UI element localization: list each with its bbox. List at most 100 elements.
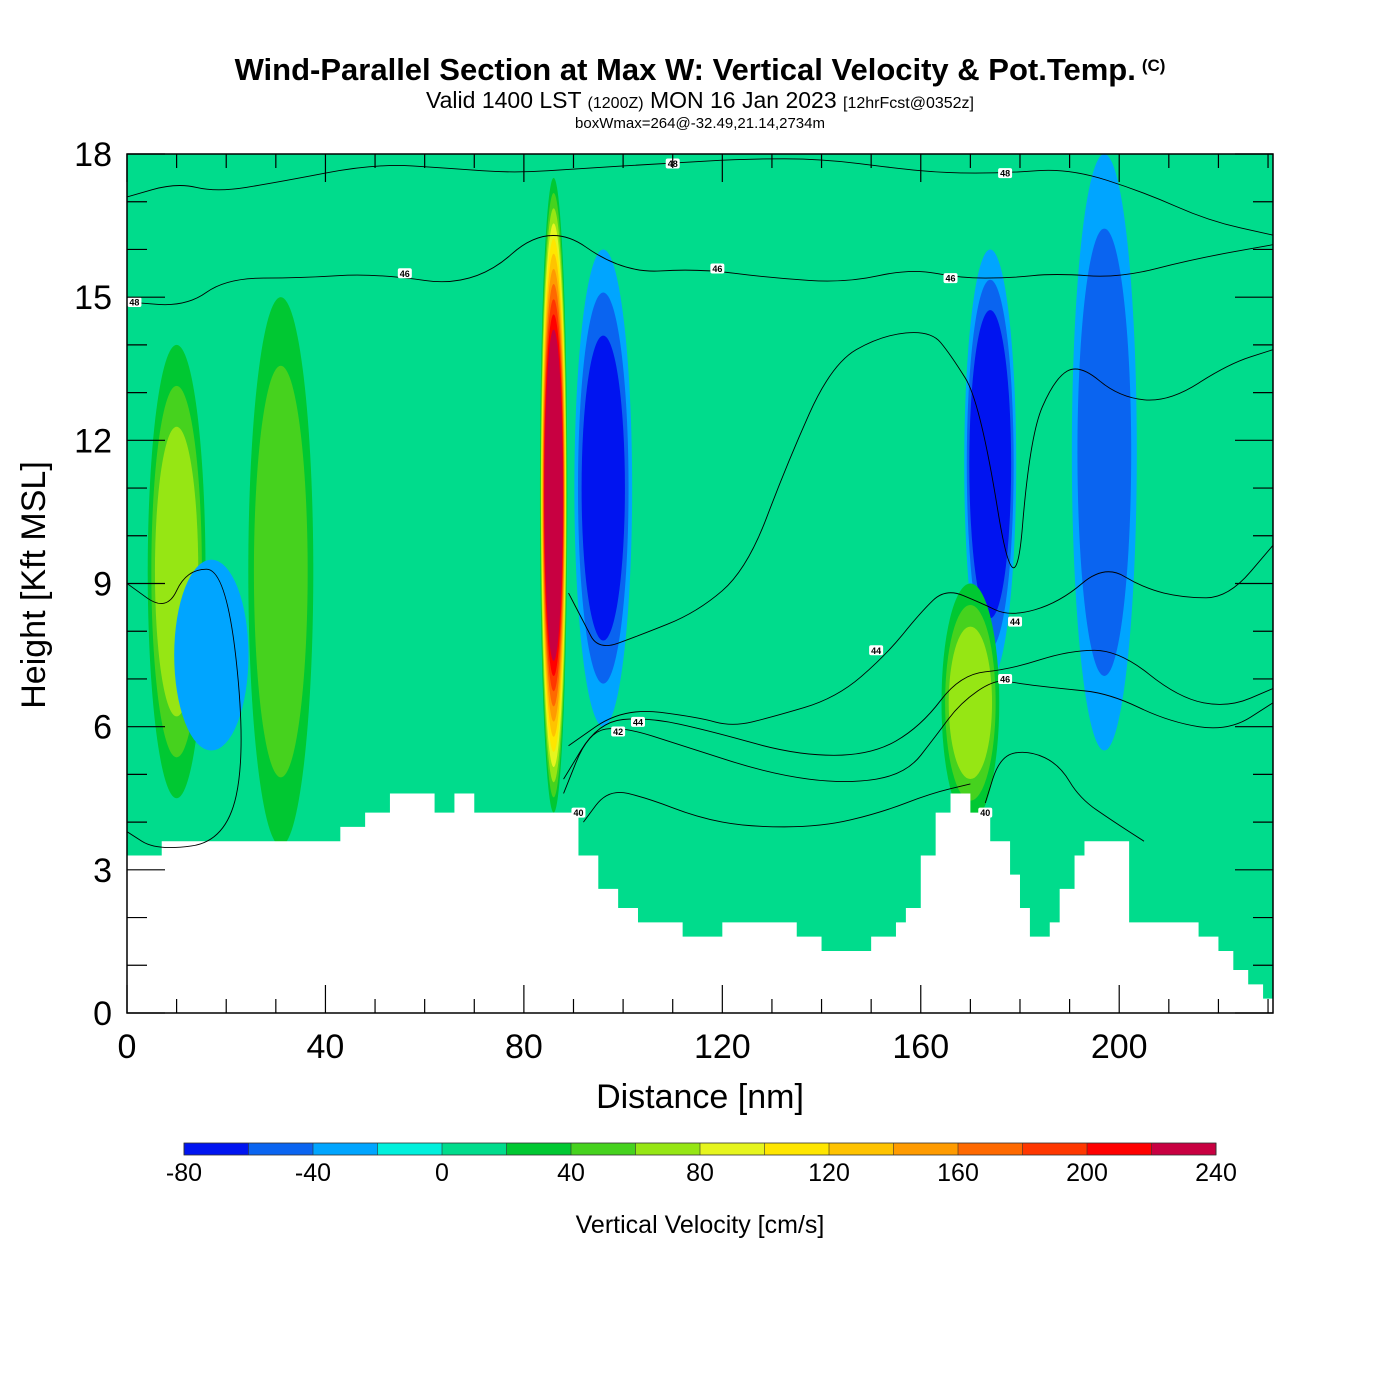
colorbar-swatch bbox=[958, 1143, 1023, 1155]
colorbar-swatch bbox=[377, 1143, 443, 1155]
contour-label-text: 40 bbox=[980, 808, 990, 818]
valid-utc: (1200Z) bbox=[587, 95, 644, 112]
velocity-region bbox=[545, 359, 562, 631]
contour-label-text: 46 bbox=[400, 269, 410, 279]
colorbar-tick-label: 40 bbox=[557, 1159, 585, 1187]
colorbar-tick-label: 160 bbox=[937, 1159, 979, 1187]
y-tick-label: 3 bbox=[93, 852, 112, 890]
contour-label-box bbox=[611, 726, 626, 737]
colorbar-swatch bbox=[635, 1143, 701, 1155]
colorbar-swatch bbox=[893, 1143, 959, 1155]
theta-contour bbox=[127, 235, 1273, 306]
x-axis-label: Distance [nm] bbox=[596, 1078, 804, 1116]
contour-label: 48 bbox=[998, 168, 1013, 179]
contour-label: 44 bbox=[869, 645, 884, 656]
copyright-mark: (C) bbox=[1141, 56, 1166, 75]
contour-label-box bbox=[998, 673, 1013, 684]
y-tick-label: 15 bbox=[74, 279, 112, 317]
contour-label-text: 46 bbox=[712, 264, 722, 274]
contour-label-box bbox=[571, 807, 586, 818]
contour-label-box bbox=[943, 273, 958, 284]
x-tick-label: 200 bbox=[1091, 1028, 1148, 1066]
terrain bbox=[127, 793, 1273, 1013]
colorbar-swatch bbox=[184, 1143, 249, 1155]
contour-label-box bbox=[978, 807, 993, 818]
contour-label-text: 44 bbox=[633, 717, 643, 727]
colorbar-swatch bbox=[1087, 1143, 1152, 1155]
y-tick-label: 0 bbox=[93, 995, 112, 1033]
colorbar-swatch bbox=[506, 1143, 572, 1155]
contour-label: 46 bbox=[397, 268, 412, 279]
colorbar-swatch bbox=[829, 1143, 894, 1155]
velocity-region bbox=[948, 626, 993, 780]
contour-label-box bbox=[869, 645, 884, 656]
colorbar-tick-label: -40 bbox=[295, 1159, 331, 1187]
contour-label-box bbox=[998, 168, 1013, 179]
colorbar-swatch bbox=[764, 1143, 830, 1155]
contour-label-box bbox=[397, 268, 412, 279]
colorbar-swatch bbox=[248, 1143, 314, 1155]
chart-title-line: Wind-Parallel Section at Max W: Vertical… bbox=[0, 48, 1400, 88]
contour-label: 40 bbox=[978, 807, 993, 818]
contour-label: 44 bbox=[630, 716, 645, 727]
x-tick-label: 80 bbox=[505, 1028, 543, 1066]
valid-prefix: Valid 1400 LST bbox=[426, 87, 582, 113]
contour-label: 46 bbox=[943, 273, 958, 284]
theta-contour bbox=[568, 545, 1273, 747]
velocity-region bbox=[174, 559, 249, 751]
y-tick-label: 18 bbox=[74, 136, 112, 174]
contour-label: 44 bbox=[1008, 616, 1023, 627]
theta-contour bbox=[127, 568, 242, 848]
contour-label-text: 40 bbox=[573, 808, 583, 818]
contour-label: 42 bbox=[611, 726, 626, 737]
colorbar-swatch bbox=[1151, 1143, 1217, 1155]
velocity-region bbox=[253, 365, 308, 778]
forecast-info: [12hrFcst@0352z] bbox=[843, 95, 974, 112]
theta-contour bbox=[583, 783, 971, 828]
contour-label-text: 44 bbox=[871, 646, 881, 656]
y-tick-label: 6 bbox=[93, 709, 112, 747]
colorbar-swatch bbox=[700, 1143, 765, 1155]
contour-label-text: 44 bbox=[1010, 617, 1020, 627]
colorbar-swatch bbox=[313, 1143, 378, 1155]
colorbar-tick-label: 200 bbox=[1066, 1159, 1108, 1187]
y-axis-label: Height [Kft MSL] bbox=[15, 461, 53, 709]
colorbar-swatch bbox=[571, 1143, 636, 1155]
colorbar-tick-label: 240 bbox=[1195, 1159, 1237, 1187]
valid-date: MON 16 Jan 2023 bbox=[649, 87, 837, 113]
colorbar-tick-label: 120 bbox=[808, 1159, 850, 1187]
colorbar-swatch bbox=[442, 1143, 507, 1155]
contour-label-text: 42 bbox=[613, 727, 623, 737]
x-tick-label: 0 bbox=[118, 1028, 137, 1066]
theta-contour bbox=[568, 332, 1273, 646]
y-tick-label: 12 bbox=[74, 422, 112, 460]
title-block: Wind-Parallel Section at Max W: Vertical… bbox=[0, 48, 1400, 131]
theta-contour bbox=[127, 158, 1273, 236]
theta-contour bbox=[563, 680, 1273, 794]
colorbar-tick-label: 0 bbox=[435, 1159, 449, 1187]
contour-label-box bbox=[710, 263, 725, 274]
theta-contour bbox=[984, 751, 1145, 842]
valid-time-line: Valid 1400 LST (1200Z) MON 16 Jan 2023 [… bbox=[0, 88, 1400, 116]
box-wmax: boxWmax=264@-32.49,21.14,2734m bbox=[575, 115, 825, 132]
x-tick-label: 160 bbox=[892, 1028, 949, 1066]
y-tick-label: 9 bbox=[93, 566, 112, 604]
colorbar-tick-label: -80 bbox=[166, 1159, 202, 1187]
velocity-region bbox=[971, 340, 1009, 588]
colorbar-tick-label: 80 bbox=[686, 1159, 714, 1187]
velocity-region bbox=[581, 335, 625, 641]
colorbar-swatch bbox=[1022, 1143, 1088, 1155]
contour-label: 46 bbox=[998, 673, 1013, 684]
contour-label-box bbox=[630, 716, 645, 727]
contour-label-box bbox=[127, 296, 142, 307]
contour-label-text: 48 bbox=[129, 297, 139, 307]
x-tick-label: 40 bbox=[307, 1028, 345, 1066]
contour-label: 48 bbox=[127, 296, 142, 307]
contour-label-box bbox=[1008, 616, 1023, 627]
contour-label: 40 bbox=[571, 807, 586, 818]
chart-title: Wind-Parallel Section at Max W: Vertical… bbox=[234, 52, 1136, 87]
contour-label: 46 bbox=[710, 263, 725, 274]
contour-label-text: 46 bbox=[946, 274, 956, 284]
contour-label-text: 48 bbox=[1000, 169, 1010, 179]
